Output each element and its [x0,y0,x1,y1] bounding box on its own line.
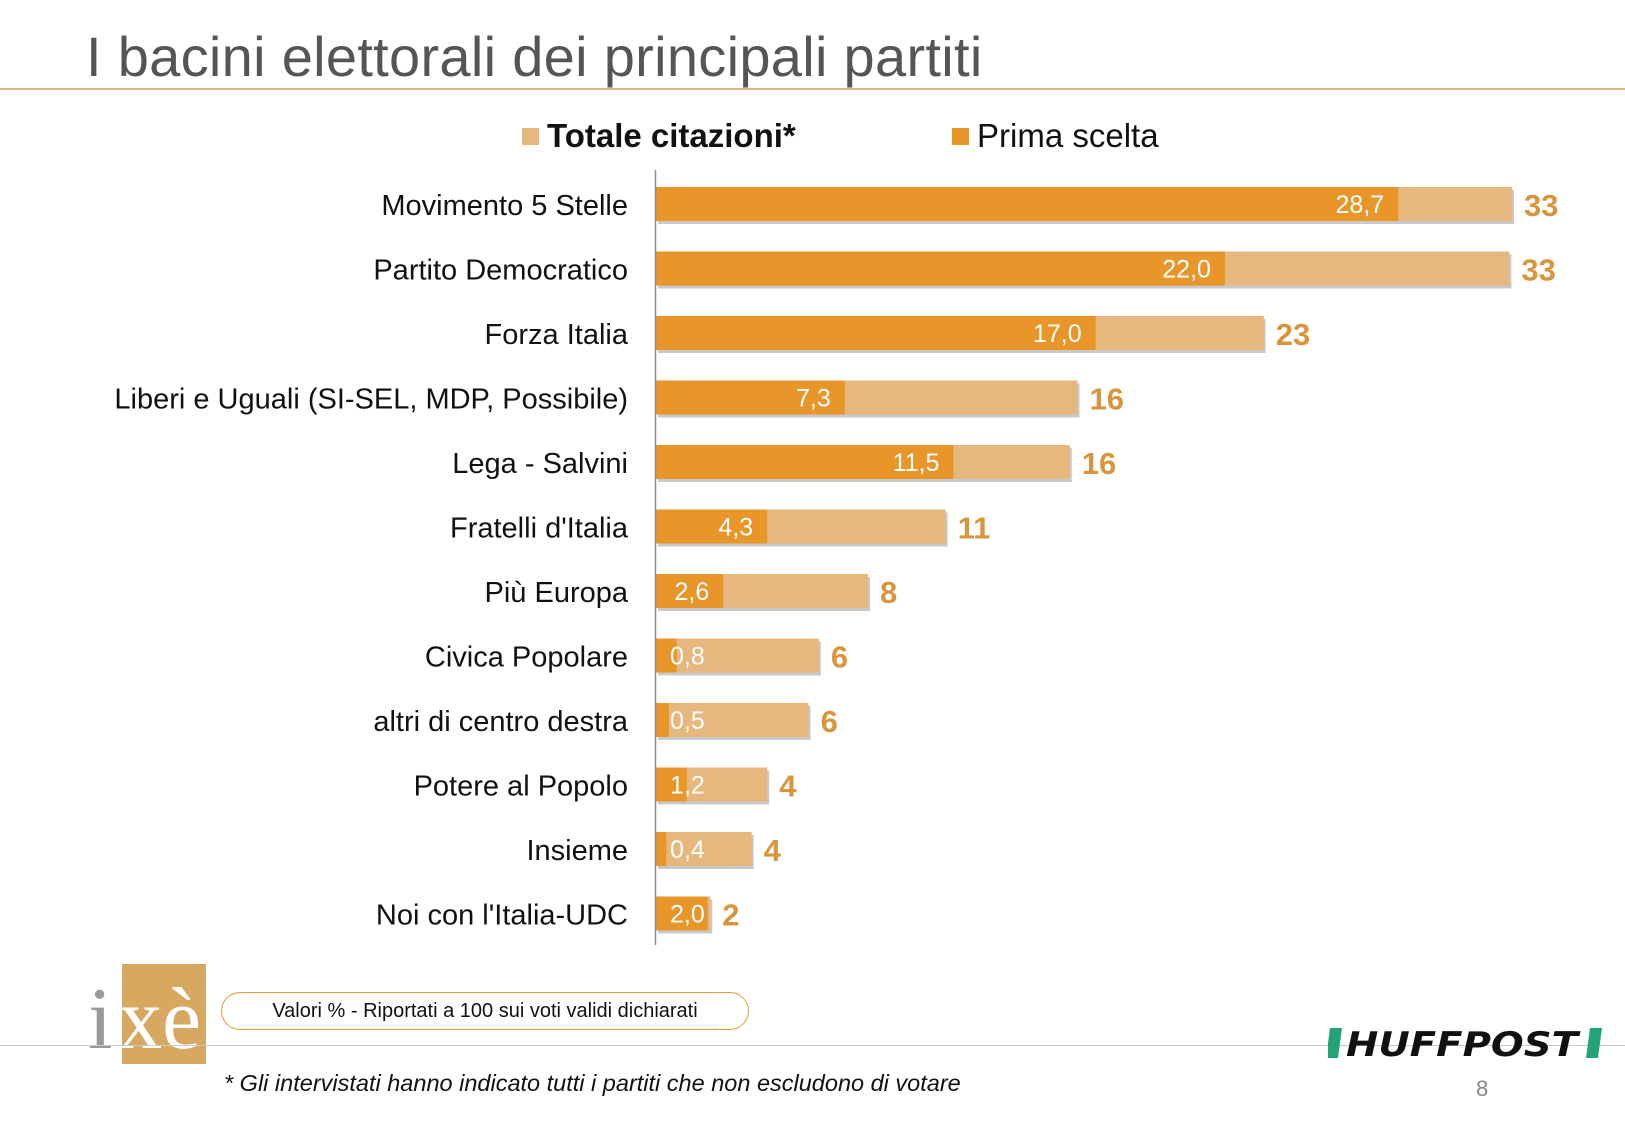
category-label: Insieme [526,835,628,867]
category-label: Potere al Popolo [414,771,628,803]
ixe-logo: i xè [88,964,206,1068]
value-label-prima: 11,5 [893,449,940,477]
value-label-prima: 1,2 [670,772,705,800]
value-label-prima: 2,0 [670,901,705,929]
bar-prima [656,574,724,608]
bar-prima [656,767,688,802]
page-number: 8 [1476,1076,1489,1101]
value-label-totale: 11 [958,511,991,546]
value-label-totale: 6 [821,704,838,739]
svg-text:xè: xè [118,971,201,1068]
bar-totale [656,703,809,737]
category-label: Partito Democratico [373,255,628,287]
value-label-prima: 0,8 [670,643,705,671]
legend-label-totale: Totale citazioni* [547,117,796,154]
value-label-prima: 0,5 [670,707,705,735]
category-label: Forza Italia [485,319,629,351]
value-label-prima: 22,0 [1162,256,1211,284]
legend-swatch-totale [522,127,539,145]
legend-item-totale: Totale citazioni* [522,116,796,156]
bar-prima [656,638,677,673]
bar-prima [656,445,954,479]
bar-prima [656,703,669,737]
value-label-prima: 2,6 [674,578,709,606]
category-label: Più Europa [485,577,629,609]
svg-text:HUFFPOST: HUFFPOST [1346,1025,1581,1062]
note-box: Valori % - Riportati a 100 sui voti vali… [221,992,749,1030]
value-label-prima: 28,7 [1336,191,1385,219]
legend-swatch-prima [952,127,969,145]
bar-totale [656,638,819,673]
value-label-prima: 0,4 [670,836,705,864]
value-label-prima: 7,3 [796,385,831,413]
value-label-prima: 17,0 [1033,320,1082,348]
value-label-totale: 4 [764,833,782,868]
value-label-totale: 16 [1090,382,1124,417]
value-label-totale: 16 [1082,446,1116,481]
bar-prima [656,380,845,415]
bar-chart: Movimento 5 Stelle 28,7 33 Partito Democrat… [114,170,1558,945]
bar-totale [656,832,752,866]
category-label: Liberi e Uguali (SI-SEL, MDP, Possibile) [114,384,628,416]
value-label-totale: 23 [1276,317,1310,352]
category-label: Lega - Salvini [452,448,628,480]
bar-prima [656,896,708,931]
value-label-totale: 8 [880,575,897,610]
bar-prima [656,187,1399,221]
huffpost-logo: HUFFPOST [1328,1025,1602,1062]
bar-prima [656,832,667,866]
category-label: Civica Popolare [425,642,628,674]
bar-prima [656,251,1225,286]
footer-divider [0,1045,1625,1046]
bar-prima [656,316,1096,350]
value-label-prima: 4,3 [718,514,753,542]
title-underline [0,88,1625,90]
category-label: altri di centro destra [373,706,629,738]
value-label-totale: 6 [831,640,848,675]
value-label-totale: 2 [722,898,739,933]
svg-text:i: i [88,971,112,1068]
category-label: Fratelli d'Italia [450,513,629,545]
value-label-totale: 33 [1524,188,1558,223]
page-title: I bacini elettorali dei principali parti… [86,25,983,88]
footnote: * Gli intervistati hanno indicato tutti … [224,1070,961,1096]
category-label: Movimento 5 Stelle [381,190,628,222]
legend-label-prima: Prima scelta [977,117,1159,154]
category-label: Noi con l'Italia-UDC [376,900,628,932]
bar-prima [656,509,768,544]
value-label-totale: 4 [779,769,797,804]
legend-item-prima: Prima scelta [952,116,1159,156]
value-label-totale: 33 [1521,253,1555,288]
